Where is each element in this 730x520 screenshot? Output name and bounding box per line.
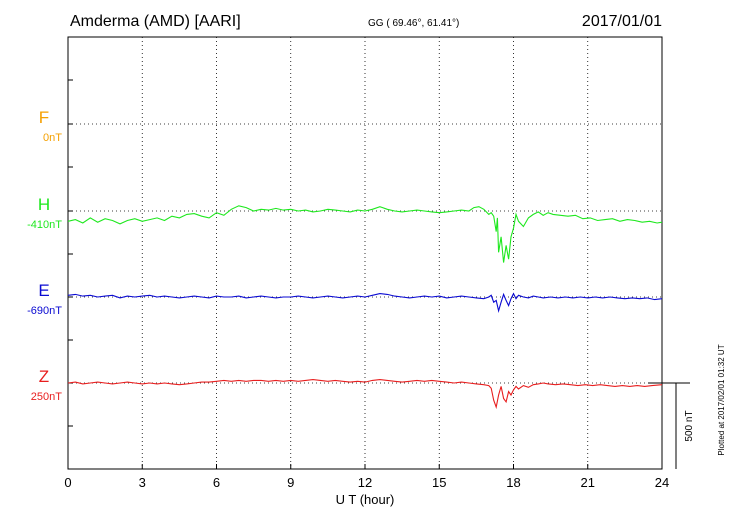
scale-bar: 500 nT [648,382,695,469]
station-title: Amderma (AMD) [AARI] [70,13,241,30]
series-h-line [67,205,663,263]
channel-f-letter: F [39,108,49,127]
plotted-note: Plotted at 2017/02/01 01:32 UT [717,344,726,455]
channel-z-letter: Z [39,367,49,386]
series-layer [67,205,663,410]
x-tick-label: 24 [655,475,669,490]
channel-h-letter: H [38,195,50,214]
series-z-line [67,379,663,410]
coords-label: GG ( 69.46°, 61.41°) [368,18,459,29]
series-e-line [67,292,663,313]
date-label: 2017/01/01 [582,13,662,30]
x-tick-label: 3 [139,475,146,490]
channel-e-letter: E [38,281,49,300]
x-tick-label: 21 [581,475,595,490]
channel-f-baseline: 0nT [43,132,62,144]
x-axis-label: U T (hour) [336,492,395,507]
x-tick-label: 15 [432,475,446,490]
x-tick-label: 18 [506,475,520,490]
channel-h-baseline: -410nT [27,219,62,231]
x-tick-label: 6 [213,475,220,490]
channel-e-baseline: -690nT [27,305,62,317]
x-tick-label: 9 [287,475,294,490]
x-tick-label: 12 [358,475,372,490]
x-axis-ticks: 0 3 6 9 12 15 18 21 24 [64,464,669,490]
grid-lines [68,37,662,469]
scale-bar-label: 500 nT [684,410,695,441]
x-tick-label: 0 [64,475,71,490]
channel-z-baseline: 250nT [31,391,62,403]
channel-labels: F 0nT H -410nT E -690nT Z 250nT [27,108,62,403]
